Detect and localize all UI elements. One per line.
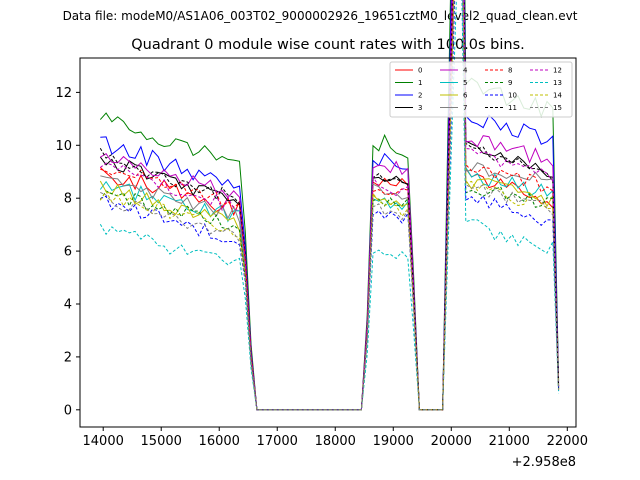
series-line-15 [100, 0, 560, 411]
x-tick-label: 14000 [83, 434, 124, 449]
legend-label-8: 8 [508, 67, 512, 75]
series-layer [99, 0, 560, 411]
legend-label-1: 1 [418, 79, 422, 87]
legend-label-3: 3 [418, 104, 422, 112]
legend-label-13: 13 [553, 79, 562, 87]
y-tick-label: 0 [64, 403, 72, 418]
x-tick-label: 20000 [431, 434, 472, 449]
series-line-10 [100, 0, 560, 411]
legend-label-0: 0 [418, 67, 422, 75]
legend-label-11: 11 [508, 104, 517, 112]
chart-suptitle: Data file: modeM0/AS1A06_003T02_90000029… [63, 9, 578, 23]
x-tick-label: 21000 [489, 434, 530, 449]
legend-label-7: 7 [463, 104, 467, 112]
legend-label-6: 6 [463, 92, 468, 100]
x-tick-label: 18000 [315, 434, 356, 449]
legend-label-14: 14 [553, 92, 562, 100]
x-offset-label: +2.958e8 [512, 455, 576, 470]
legend-label-10: 10 [508, 92, 517, 100]
x-tick-label: 17000 [257, 434, 298, 449]
x-tick-label: 16000 [199, 434, 240, 449]
plot-frame [79, 57, 577, 428]
y-tick-label: 8 [64, 192, 72, 207]
x-axis-ticks: 14000 15000 16000 17000 18000 19000 20000 21000… [83, 427, 588, 449]
series-line-8 [100, 0, 560, 411]
legend-label-4: 4 [463, 67, 468, 75]
legend-label-9: 9 [508, 79, 512, 87]
legend-box [389, 61, 573, 118]
series-line-9 [99, 0, 560, 411]
y-tick-label: 2 [64, 350, 72, 365]
chart-title: Quadrant 0 module wise count rates with … [131, 37, 525, 53]
series-line-13 [99, 0, 560, 411]
legend-label-5: 5 [463, 79, 467, 87]
legend-label-12: 12 [553, 67, 562, 75]
y-axis-ticks: 0 2 4 6 8 10 12 [55, 86, 80, 418]
x-tick-label: 19000 [373, 434, 414, 449]
y-tick-label: 4 [64, 298, 72, 313]
y-tick-label: 10 [55, 139, 72, 154]
legend-label-15: 15 [553, 104, 562, 112]
legend-label-2: 2 [418, 92, 422, 100]
x-tick-label: 15000 [141, 434, 182, 449]
y-tick-label: 12 [55, 86, 72, 101]
x-tick-label: 22000 [547, 434, 588, 449]
y-tick-label: 6 [64, 245, 72, 260]
